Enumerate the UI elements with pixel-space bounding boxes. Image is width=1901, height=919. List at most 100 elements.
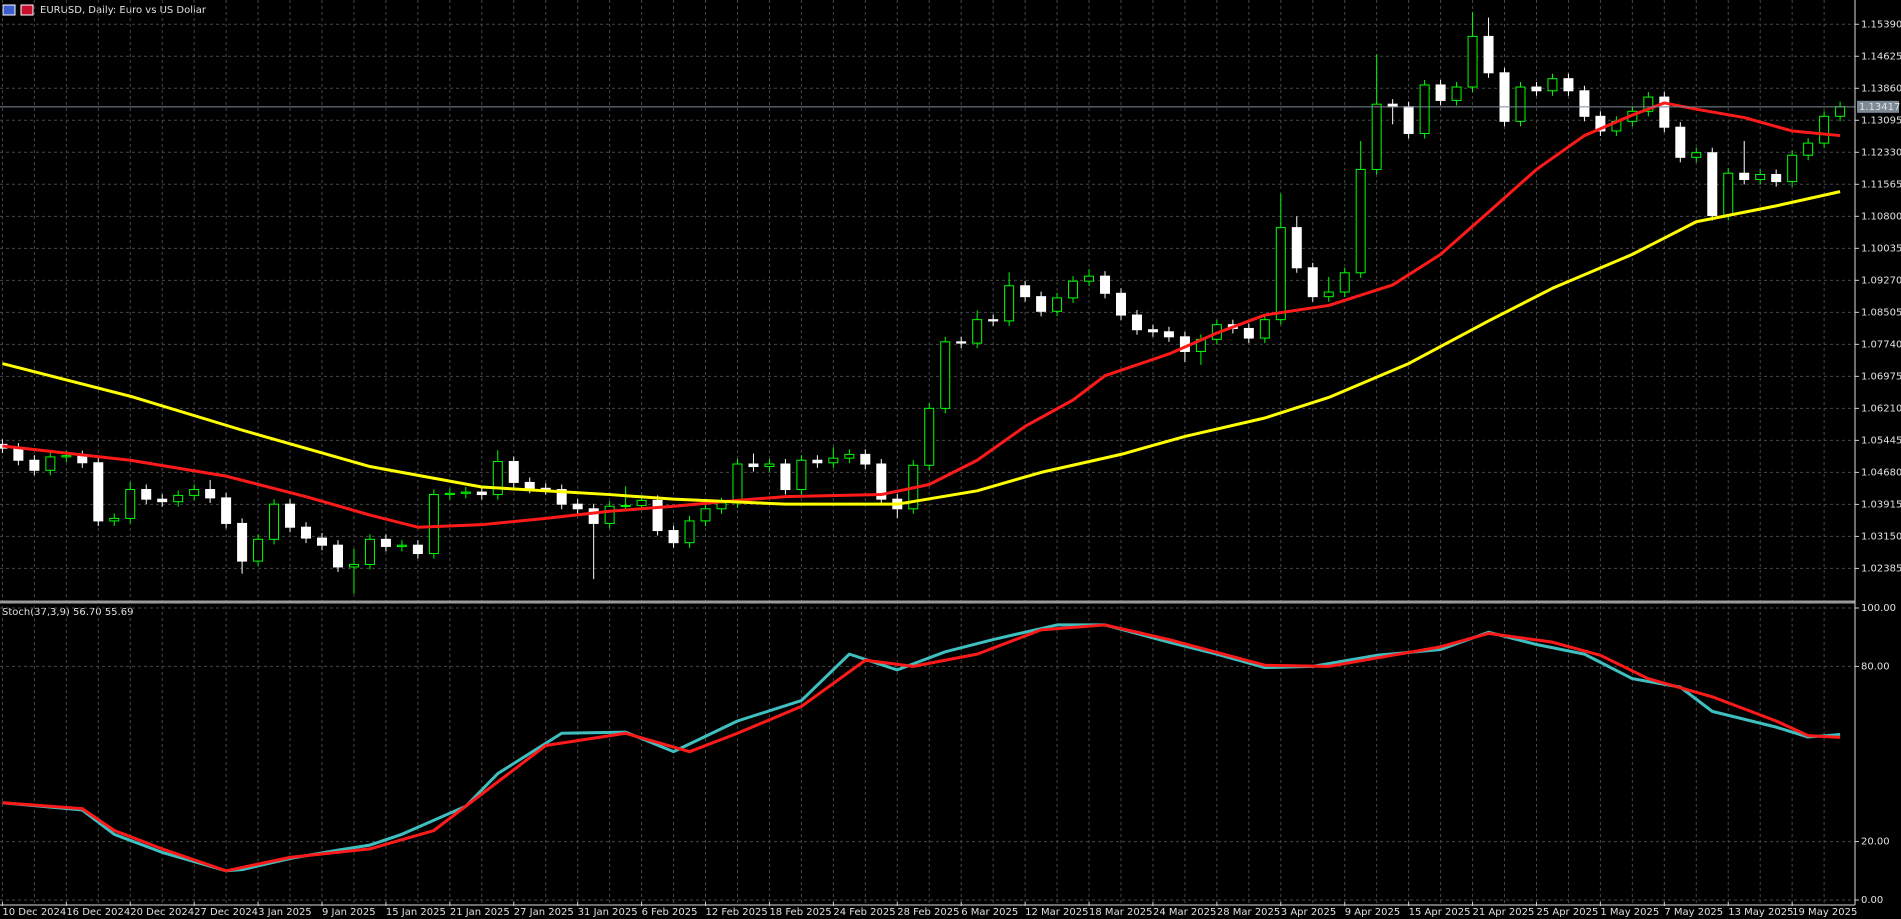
symbol-icons	[2, 4, 34, 16]
candle-body	[301, 526, 312, 539]
candle-body	[460, 491, 471, 494]
candle-body	[508, 461, 519, 483]
candle-body	[732, 463, 743, 504]
candle-body	[141, 489, 152, 500]
y-tick-label: 100.00	[1861, 603, 1896, 614]
candle-body	[1355, 168, 1366, 274]
candle-body	[1579, 90, 1590, 117]
y-tick-label: 1.03150	[1861, 531, 1901, 542]
candle-body	[1243, 327, 1254, 339]
x-tick-label: 10 Dec 2024	[2, 907, 66, 918]
x-tick-label: 31 Jan 2025	[578, 907, 638, 918]
candle-body	[1499, 72, 1510, 122]
y-tick-label: 0.00	[1861, 895, 1883, 906]
x-tick-label: 15 Apr 2025	[1409, 907, 1471, 918]
y-tick-label: 1.13095	[1861, 115, 1901, 126]
candle-body	[972, 319, 983, 344]
candle-body	[189, 489, 200, 496]
candle-body	[1307, 267, 1318, 298]
moving-average	[2, 101, 1841, 529]
candle-body	[1036, 296, 1047, 312]
y-tick-label: 1.08505	[1861, 307, 1901, 318]
y-tick-label: 1.10800	[1861, 211, 1901, 222]
y-tick-label: 1.11565	[1861, 179, 1901, 190]
candle-body	[780, 463, 791, 491]
candle-body	[1275, 227, 1286, 321]
moving-average	[2, 190, 1841, 506]
candle-body	[684, 520, 695, 544]
y-tick-label: 1.04680	[1861, 467, 1901, 478]
candle-body	[524, 481, 535, 489]
x-tick-label: 27 Dec 2024	[194, 907, 258, 918]
candle-body	[716, 502, 727, 510]
candle-body	[444, 492, 455, 496]
candle-body	[828, 457, 839, 464]
candle-body	[396, 544, 407, 547]
candle-body	[109, 517, 120, 522]
candle-body	[1771, 173, 1782, 183]
candle-body	[876, 463, 887, 500]
candle-body	[1595, 115, 1606, 132]
candle-body	[1419, 84, 1430, 134]
candle-body	[1131, 314, 1142, 331]
candle-body	[956, 341, 967, 344]
y-tick-label: 1.06975	[1861, 371, 1901, 382]
indicator-line	[2, 623, 1841, 873]
candle-body	[1435, 84, 1446, 101]
candle-body	[1563, 78, 1574, 92]
candle-body	[764, 463, 775, 468]
candle-body	[173, 494, 184, 503]
candle-body	[269, 503, 280, 540]
y-tick-label: 1.14625	[1861, 51, 1901, 62]
candle-body	[796, 459, 807, 491]
candle-body	[1547, 78, 1558, 92]
x-tick-label: 12 Feb 2025	[706, 907, 768, 918]
y-tick-label: 1.03915	[1861, 499, 1901, 510]
candle-body	[1020, 285, 1031, 298]
x-tick-label: 6 Feb 2025	[642, 907, 698, 918]
candle-body	[1819, 115, 1830, 144]
y-tick-label: 1.02385	[1861, 563, 1901, 574]
candle-body	[1387, 103, 1398, 108]
candle-body	[604, 505, 615, 524]
candle-body	[380, 538, 391, 547]
x-tick-label: 21 Apr 2025	[1473, 907, 1535, 918]
candle-body	[1723, 172, 1734, 216]
candle-body	[1707, 152, 1718, 216]
x-tick-label: 16 Dec 2024	[66, 907, 130, 918]
candle-body	[668, 530, 679, 544]
candle-body	[237, 522, 248, 562]
x-tick-label: 9 Apr 2025	[1345, 907, 1400, 918]
candle-body	[492, 461, 503, 496]
candle-body	[476, 491, 487, 496]
candle-body	[29, 459, 40, 471]
x-tick-label: 20 Dec 2024	[130, 907, 194, 918]
candle-body	[13, 447, 24, 461]
last-price-label: 1.13417	[1859, 102, 1900, 113]
x-tick-label: 6 Mar 2025	[961, 907, 1018, 918]
x-tick-label: 28 Mar 2025	[1217, 907, 1280, 918]
x-tick-label: 19 May 2025	[1792, 907, 1857, 918]
candle-body	[556, 489, 567, 505]
candle-body	[285, 503, 296, 528]
x-tick-label: 24 Mar 2025	[1153, 907, 1216, 918]
y-tick-label: 1.13860	[1861, 83, 1901, 94]
candle-body	[93, 462, 104, 522]
chart-title: EURUSD, Daily: Euro vs US Dollar	[40, 5, 207, 16]
candle-body	[412, 544, 423, 555]
candle-body	[844, 453, 855, 459]
y-tick-label: 1.05445	[1861, 435, 1901, 446]
candle-body	[860, 453, 871, 465]
candle-body	[364, 538, 375, 565]
candle-body	[1259, 319, 1270, 339]
candle-body	[748, 463, 759, 468]
x-tick-label: 18 Feb 2025	[769, 907, 831, 918]
candle-body	[620, 504, 631, 507]
y-tick-label: 1.10035	[1861, 243, 1901, 254]
candle-body	[221, 497, 232, 524]
y-tick-label: 1.06210	[1861, 403, 1901, 414]
candle-body	[1163, 331, 1174, 338]
candle-body	[1403, 106, 1414, 134]
candle-body	[1787, 154, 1798, 183]
x-tick-label: 12 Mar 2025	[1025, 907, 1088, 918]
